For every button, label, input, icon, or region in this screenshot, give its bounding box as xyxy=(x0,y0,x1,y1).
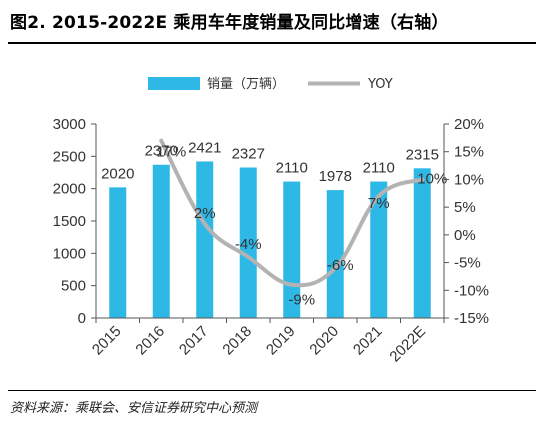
left-axis-tick-label: 0 xyxy=(78,310,86,327)
legend: 销量（万辆） YOY xyxy=(148,77,393,92)
bar-value-label: 2370 xyxy=(145,143,178,160)
yoy-value-labels: 17% 2% -4% -9% -6% 7% 10% xyxy=(156,144,447,309)
legend-bar-swatch xyxy=(148,77,200,90)
bar xyxy=(370,181,388,318)
legend-bar-label: 销量（万辆） xyxy=(207,77,285,92)
yoy-value-label: 7% xyxy=(368,195,390,212)
source-divider xyxy=(8,390,536,391)
left-axis-tick-label: 2500 xyxy=(53,148,86,165)
bar-value-label: 2110 xyxy=(363,160,395,177)
legend-line-label: YOY xyxy=(367,77,393,92)
bar xyxy=(413,168,431,318)
bar xyxy=(239,167,257,318)
left-axis-tick-label: 3000 xyxy=(53,116,86,133)
combo-chart-svg: 销量（万辆） YOY 0 500 1000 1500 2000 2500 3000 -15%… xyxy=(53,77,489,366)
bar-value-labels: 2020 2370 2421 2327 2110 1978 2110 2315 xyxy=(101,139,439,185)
bar xyxy=(109,187,127,318)
x-axis-tick-label: 2021 xyxy=(350,323,386,359)
right-axis-tick-label: 10% xyxy=(454,171,484,188)
left-axis-tick-label: 1500 xyxy=(53,213,86,230)
yoy-value-label: 17% xyxy=(156,144,186,161)
bar xyxy=(326,190,344,318)
title-underline xyxy=(8,42,536,44)
x-axis-tick-label: 2016 xyxy=(132,323,168,359)
x-axis-tick-label: 2022E xyxy=(386,323,429,366)
bar xyxy=(196,161,214,318)
right-axis: -15% -10% -5% 0% 5% 10% 15% 20% xyxy=(443,116,489,327)
bar-value-label: 2110 xyxy=(276,160,308,177)
x-axis: 2015 2016 2017 2018 2019 2020 2021 2022E xyxy=(89,317,445,366)
yoy-value-label: 10% xyxy=(417,170,447,187)
right-axis-tick-label: 15% xyxy=(454,144,484,161)
left-axis-tick-label: 500 xyxy=(61,278,86,295)
x-axis-tick-label: 2020 xyxy=(306,323,342,359)
right-axis-tick-label: -5% xyxy=(454,255,481,272)
left-axis: 0 500 1000 1500 2000 2500 3000 xyxy=(53,116,97,327)
right-axis-tick-label: 5% xyxy=(454,199,476,216)
bar-value-label: 2315 xyxy=(406,146,439,163)
figure-title: 图2. 2015-2022E 乘用车年度销量及同比增速（右轴） xyxy=(10,13,449,33)
yoy-line-path xyxy=(159,138,425,288)
right-axis-tick-label: -15% xyxy=(454,310,489,327)
x-axis-tick-label: 2018 xyxy=(219,323,255,359)
bar-value-label: 2327 xyxy=(232,146,265,163)
x-axis-tick-label: 2017 xyxy=(176,323,212,359)
x-axis-tick-label: 2019 xyxy=(263,323,299,359)
bar-series xyxy=(109,161,431,318)
bar xyxy=(152,164,170,318)
left-axis-tick-label: 1000 xyxy=(53,245,86,262)
yoy-value-label: -4% xyxy=(235,236,262,253)
yoy-value-label: 2% xyxy=(194,205,216,222)
right-axis-tick-label: 0% xyxy=(454,227,476,244)
yoy-line-series xyxy=(159,138,425,288)
bar-value-label: 1978 xyxy=(319,168,352,185)
source-note: 资料来源：乘联会、安信证券研究中心预测 xyxy=(10,401,258,416)
bar-value-label: 2020 xyxy=(101,165,134,182)
yoy-value-label: -9% xyxy=(288,292,315,309)
bar-value-label: 2421 xyxy=(188,139,221,156)
right-axis-tick-label: 20% xyxy=(454,116,484,133)
x-axis-tick-label: 2015 xyxy=(89,323,125,359)
yoy-value-label: -6% xyxy=(327,257,354,274)
left-axis-tick-label: 2000 xyxy=(53,181,86,198)
right-axis-tick-label: -10% xyxy=(454,282,489,299)
